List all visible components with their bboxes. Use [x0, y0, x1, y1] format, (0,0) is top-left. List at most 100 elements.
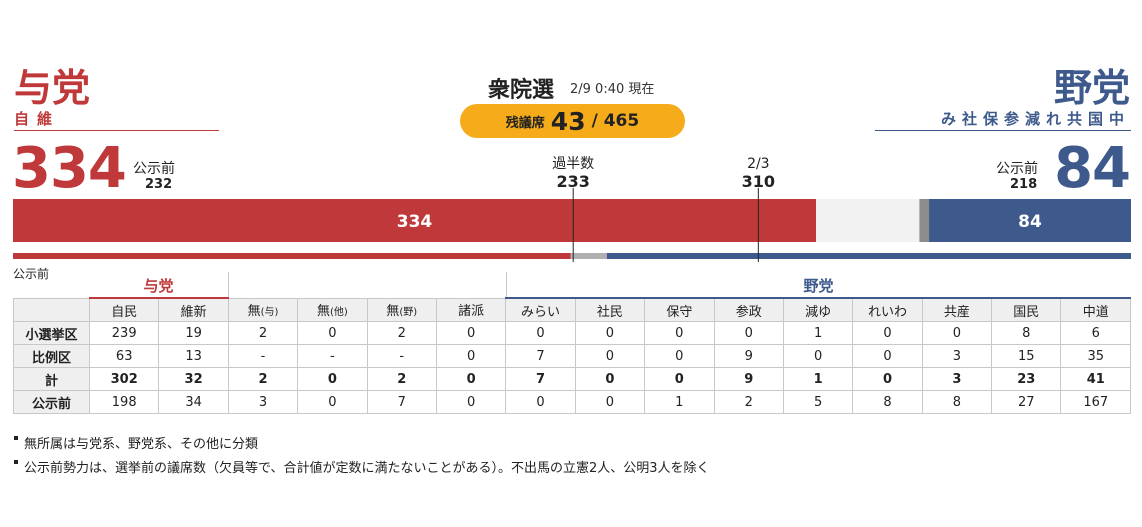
column-header: れいわ: [852, 297, 923, 322]
column-header-label: 無: [316, 304, 330, 320]
column-header: 社民: [574, 297, 646, 322]
table-cell: -: [227, 344, 299, 368]
table-cell: 8: [852, 390, 923, 414]
seat-bar-segment: [919, 199, 930, 242]
column-header: 無(他): [297, 297, 368, 322]
table-cell: 32: [158, 367, 229, 391]
prev-strength-segment: [606, 253, 1131, 259]
column-header-label: 中道: [1082, 304, 1109, 320]
table-cell: 7: [505, 367, 576, 391]
row-label: 計: [13, 367, 90, 391]
table-cell: 3: [921, 367, 993, 391]
column-header: 諸派: [435, 297, 507, 322]
table-cell: 2: [366, 321, 437, 345]
remaining-seats-badge: 残議席 43 / 465: [460, 104, 685, 138]
prev-strength-segment: [570, 253, 607, 259]
opposition-prev-value: 218: [1010, 177, 1038, 192]
column-header-label: 参政: [735, 304, 762, 320]
table-cell: 27: [991, 390, 1062, 414]
remaining-value: 43: [550, 106, 586, 136]
prev-strength-segment: [13, 253, 571, 259]
group-divider-left: [228, 272, 229, 297]
column-header: 共産: [921, 297, 993, 322]
column-header: 国民: [991, 297, 1062, 322]
election-timestamp: 2/9 0:40 現在: [570, 82, 655, 97]
opposition-prev-label: 公示前: [996, 161, 1038, 177]
note-2: 公示前勢力は、選挙前の議席数（欠員等で、合計値が定数に満たないことがある）。不出…: [14, 457, 710, 476]
table-cell: 0: [644, 321, 715, 345]
table-cell: 0: [852, 344, 923, 368]
table-cell: 41: [1060, 367, 1131, 391]
prev-strength-label: 公示前: [13, 267, 50, 281]
table-cell: 35: [1060, 344, 1131, 368]
column-header: 無(野): [366, 297, 437, 322]
table-cell: 239: [88, 321, 160, 345]
column-header-label: 国民: [1013, 304, 1040, 320]
opposition-title: 野党: [1053, 66, 1130, 110]
group-divider-right: [506, 272, 507, 297]
table-cell: 9: [713, 367, 784, 391]
table-cell: 0: [574, 344, 646, 368]
table-cell: 0: [852, 321, 923, 345]
seat-bar-value-label: 334: [397, 212, 433, 232]
table-cell: 1: [782, 321, 854, 345]
column-header-label: 諸派: [458, 304, 485, 320]
table-cell: 0: [852, 367, 923, 391]
column-header: 減ゆ: [782, 297, 854, 322]
table-row: 計 302 32 2 0 2 0 7 0 0 9 1 0 3 23 41: [13, 367, 1131, 391]
table-cell: 63: [88, 344, 160, 368]
ruling-seat-count: 334: [12, 136, 127, 201]
table-cell: 0: [435, 390, 507, 414]
column-header: 自民: [88, 297, 160, 322]
column-header-label: 無: [247, 304, 261, 320]
seat-bar-value-label: 84: [1018, 212, 1042, 232]
table-row: 小選挙区 239 19 2 0 2 0 0 0 0 0 1 0 0 8 6: [13, 321, 1131, 345]
table-cell: -: [366, 344, 437, 368]
table-cell: 19: [158, 321, 229, 345]
ruling-divider: [14, 130, 219, 131]
ruling-prev-value: 232: [145, 177, 173, 192]
seat-bar-segment: [13, 199, 817, 242]
table-opposition-group: 野党: [803, 277, 834, 295]
note-1: 無所属は与党系、野党系、その他に分類: [14, 433, 258, 452]
threshold-marker-value: 310: [742, 172, 775, 191]
table-cell: 0: [644, 344, 715, 368]
column-header-label: 自民: [111, 304, 138, 320]
column-header: 中道: [1060, 297, 1131, 322]
table-cell: 2: [366, 367, 437, 391]
table-cell: 1: [644, 390, 715, 414]
table-ruling-group: 与党: [143, 277, 174, 295]
ruling-title: 与党: [14, 66, 91, 110]
table-cell: 34: [158, 390, 229, 414]
table-row: 公示前 198 34 3 0 7 0 0 0 1 2 5 8 8 27 167: [13, 390, 1131, 414]
table-cell: 0: [297, 321, 368, 345]
table-cell: -: [297, 344, 368, 368]
election-title: 衆院選: [488, 78, 555, 103]
row-label: 公示前: [13, 390, 90, 414]
column-header-label: 社民: [596, 304, 623, 320]
bullet-icon: [14, 436, 18, 440]
column-header-label: 共産: [943, 304, 970, 320]
table-cell: 198: [88, 390, 160, 414]
column-header-label: れいわ: [867, 304, 907, 320]
table-cell: 2: [713, 390, 784, 414]
seat-bar-segment: [929, 199, 1131, 242]
table-cell: 0: [505, 321, 576, 345]
column-header-label: みらい: [521, 304, 561, 320]
column-header: 維新: [158, 297, 229, 322]
remaining-total: / 465: [591, 111, 640, 131]
table-cell: 7: [505, 344, 576, 368]
table-cell: 0: [574, 321, 646, 345]
column-header: みらい: [505, 297, 576, 322]
table-cell: 9: [713, 344, 784, 368]
table-cell: 0: [297, 390, 368, 414]
threshold-marker-label: 2/3: [747, 156, 770, 172]
column-header-label: 無: [386, 304, 400, 320]
table-cell: 0: [574, 390, 646, 414]
table-cell: 167: [1060, 390, 1131, 414]
row-label: 比例区: [13, 344, 90, 368]
column-header-sub: (与): [260, 307, 279, 319]
table-cell: 3: [921, 344, 993, 368]
column-header: 参政: [713, 297, 784, 322]
table-cell: 0: [435, 367, 507, 391]
